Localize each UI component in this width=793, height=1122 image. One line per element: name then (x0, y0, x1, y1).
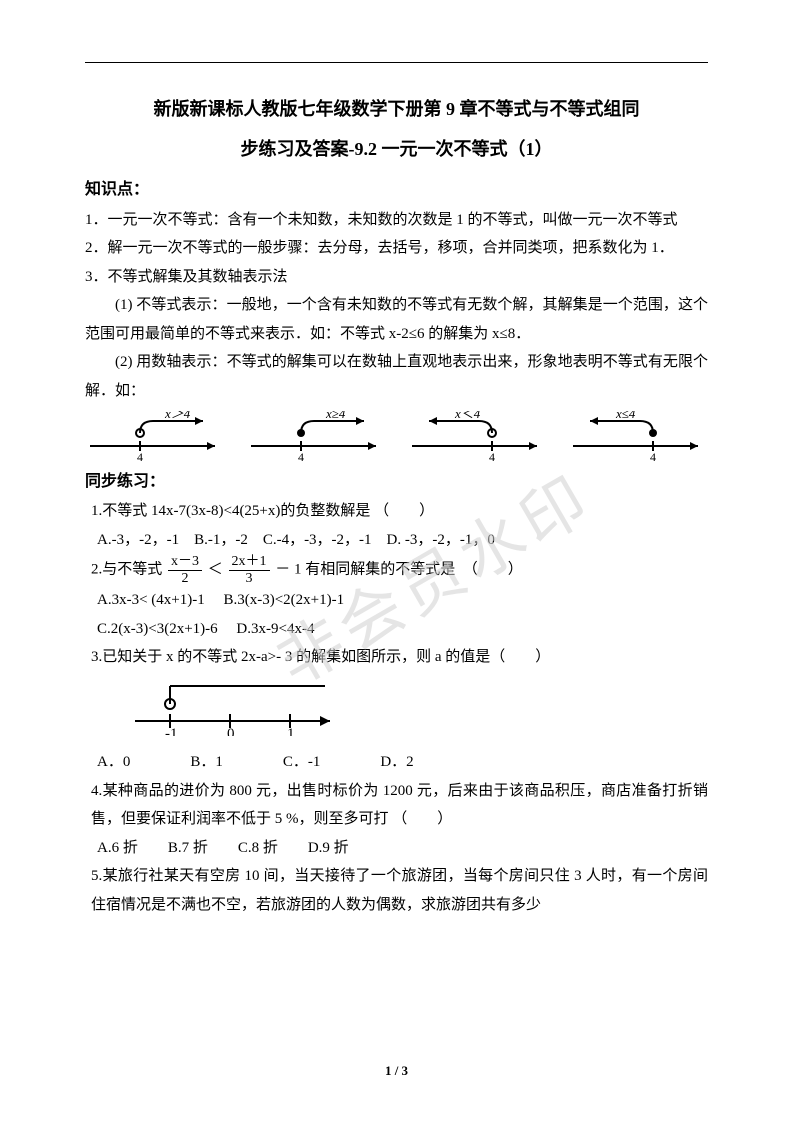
nl-label: x≥4 (325, 411, 346, 421)
tick-label: 4 (137, 450, 143, 461)
knowledge-2: 2．解一元一次不等式的一般步骤：去分母，去括号，移项，合并同类项，把系数化为 1… (85, 234, 708, 263)
nl-label: x＞4 (164, 411, 191, 421)
question-5: 5.某旅行社某天有空房 10 间，当天接待了一个旅游团，当每个房间只住 3 人时… (91, 862, 708, 919)
knowledge-3-1: (1) 不等式表示：一般地，一个含有未知数的不等式有无数个解，其解集是一个范围，… (85, 291, 708, 348)
tick-label: 4 (489, 450, 495, 461)
page-footer: 1 / 3 (0, 1059, 793, 1084)
q2-suffix: － 1 有相同解集的不等式是 （ ） (275, 562, 523, 578)
nl-label: x＜4 (454, 411, 481, 421)
page: 非会员水印 新版新课标人教版七年级数学下册第 9 章不等式与不等式组同 步练习及… (0, 0, 793, 1122)
title-line-2: 步练习及答案-9.2 一元一次不等式（1） (85, 130, 708, 170)
question-3: 3.已知关于 x 的不等式 2x-a>- 3 的解集如图所示，则 a 的值是（ … (91, 643, 708, 672)
question-2-row1: A.3x-3< (4x+1)-1 B.3(x-3)<2(2x+1)-1 (97, 586, 708, 615)
knowledge-1: 1．一元一次不等式：含有一个未知数，未知数的次数是 1 的不等式，叫做一元一次不… (85, 206, 708, 235)
q2-prefix: 2.与不等式 (91, 562, 166, 578)
question-2: 2.与不等式 x－32 ＜ 2x＋13 － 1 有相同解集的不等式是 （ ） (91, 554, 708, 586)
tick-label: 4 (298, 450, 304, 461)
header-rule (85, 62, 708, 63)
heading-knowledge: 知识点： (85, 175, 708, 205)
q3-tick: -1 (165, 726, 178, 736)
number-line-gt: 4 x＞4 (85, 411, 225, 461)
q2-opt-b: B.3(x-3)<2(2x+1)-1 (223, 592, 344, 608)
number-line-lt: 4 x＜4 (407, 411, 547, 461)
q2-opt-d: D.3x-9<4x-4 (236, 621, 314, 637)
number-line-ge: 4 x≥4 (246, 411, 386, 461)
number-line-le: 4 x≤4 (568, 411, 708, 461)
question-4: 4.某种商品的进价为 800 元，出售时标价为 1200 元，后来由于该商品积压… (91, 777, 708, 834)
q2-frac-1: x－32 (168, 554, 202, 586)
q3-tick: 1 (287, 726, 295, 736)
question-2-row2: C.2(x-3)<3(2x+1)-6 D.3x-9<4x-4 (97, 615, 708, 644)
q2-opt-a: A.3x-3< (4x+1)-1 (97, 592, 205, 608)
q2-opt-c: C.2(x-3)<3(2x+1)-6 (97, 621, 218, 637)
knowledge-3-2: (2) 用数轴表示：不等式的解集可以在数轴上直观地表示出来，形象地表明不等式有无… (85, 348, 708, 405)
question-1-options: A.-3，-2，-1 B.-1，-2 C.-4，-3，-2，-1 D. -3，-… (97, 526, 708, 555)
title-line-1: 新版新课标人教版七年级数学下册第 9 章不等式与不等式组同 (85, 90, 708, 130)
tick-label: 4 (650, 450, 656, 461)
q2-frac-2: 2x＋13 (229, 554, 270, 586)
q3-tick: 0 (227, 726, 235, 736)
question-1: 1.不等式 14x-7(3x-8)<4(25+x)的负整数解是 （ ） (91, 497, 708, 526)
question-3-figure: -1 0 1 (125, 676, 708, 747)
knowledge-3: 3．不等式解集及其数轴表示法 (85, 263, 708, 292)
number-line-row: 4 x＞4 4 x≥4 (85, 411, 708, 461)
q2-mid: ＜ (208, 562, 227, 578)
question-3-options: A．0 B．1 C．-1 D．2 (97, 748, 708, 777)
heading-practice: 同步练习： (85, 467, 708, 497)
nl-label: x≤4 (615, 411, 636, 421)
question-4-options: A.6 折 B.7 折 C.8 折 D.9 折 (97, 834, 708, 863)
